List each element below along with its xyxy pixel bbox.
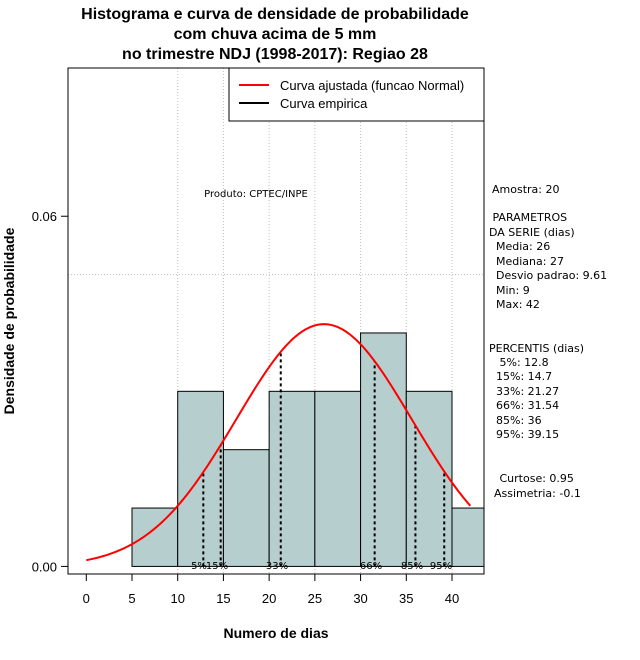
histogram-bar bbox=[314, 390, 362, 567]
x-tick-label: 25 bbox=[308, 591, 322, 606]
y-axis-label: Densidade de probabilidade bbox=[1, 227, 17, 414]
histogram-bar bbox=[451, 507, 485, 567]
stat-p95: 95%: 39.15 bbox=[489, 428, 560, 441]
histogram-bar bbox=[131, 507, 179, 567]
y-tick-label: 0.00 bbox=[32, 559, 57, 574]
percentile-label: 15% bbox=[206, 561, 228, 572]
stat-p85: 85%: 36 bbox=[489, 414, 542, 427]
legend: Curva ajustada (funcao Normal) Curva emp… bbox=[228, 67, 485, 122]
stat-p15: 15%: 14.7 bbox=[489, 370, 553, 383]
legend-label-empirical: Curva empirica bbox=[280, 96, 368, 111]
stat-p33: 33%: 21.27 bbox=[489, 385, 560, 398]
chart-title-line-2: com chuva acima de 5 mm bbox=[173, 26, 377, 43]
legend-label-normal: Curva ajustada (funcao Normal) bbox=[280, 78, 464, 93]
x-tick-label: 30 bbox=[353, 591, 367, 606]
stat-max: Max: 42 bbox=[489, 298, 540, 311]
percentile-label: 95% bbox=[430, 561, 452, 572]
chart-title-line-1: Histograma e curva de densidade de proba… bbox=[81, 6, 469, 23]
percentile-label: 85% bbox=[401, 561, 423, 572]
chart-title-line-3: no trimestre NDJ (1998-2017): Regiao 28 bbox=[122, 46, 428, 63]
stat-desvio: Desvio padrao: 9.61 bbox=[489, 269, 608, 282]
stat-curtose: Curtose: 0.95 bbox=[489, 472, 574, 485]
histogram-bar bbox=[360, 332, 407, 567]
normal-fit-curve bbox=[86, 323, 472, 562]
stat-p5: 5%: 12.8 bbox=[489, 356, 549, 369]
histogram-bar bbox=[268, 390, 316, 567]
histogram-bar bbox=[177, 390, 224, 567]
x-tick-label: 40 bbox=[445, 591, 459, 606]
x-tick-label: 20 bbox=[262, 591, 276, 606]
x-tick-label: 0 bbox=[83, 591, 90, 606]
stat-percentis-title: PERCENTIS (dias) bbox=[489, 342, 585, 355]
stat-assimetria: Assimetria: -0.1 bbox=[494, 487, 581, 500]
percentile-label: 5% bbox=[191, 561, 207, 572]
percentile-label: 33% bbox=[266, 561, 288, 572]
stat-mediana: Mediana: 27 bbox=[489, 255, 564, 268]
x-tick-label: 35 bbox=[399, 591, 413, 606]
stat-media: Media: 26 bbox=[489, 240, 551, 253]
stat-p66: 66%: 31.54 bbox=[489, 399, 560, 412]
x-tick-label: 5 bbox=[128, 591, 135, 606]
stat-amostra: Amostra: 20 bbox=[492, 183, 560, 196]
x-tick-label: 10 bbox=[170, 591, 184, 606]
product-annotation: Produto: CPTEC/INPE bbox=[204, 189, 308, 200]
percentile-label: 66% bbox=[360, 561, 382, 572]
stat-params-title: PARAMETROS DA SERIE (dias) bbox=[489, 211, 575, 239]
histogram-bar bbox=[222, 449, 270, 567]
x-axis-label: Numero de dias bbox=[223, 625, 328, 641]
y-tick-label: 0.06 bbox=[32, 209, 57, 224]
x-tick-label: 15 bbox=[216, 591, 230, 606]
stat-min: Min: 9 bbox=[489, 284, 530, 297]
histogram-bar bbox=[405, 390, 453, 567]
legend-box bbox=[228, 67, 485, 122]
